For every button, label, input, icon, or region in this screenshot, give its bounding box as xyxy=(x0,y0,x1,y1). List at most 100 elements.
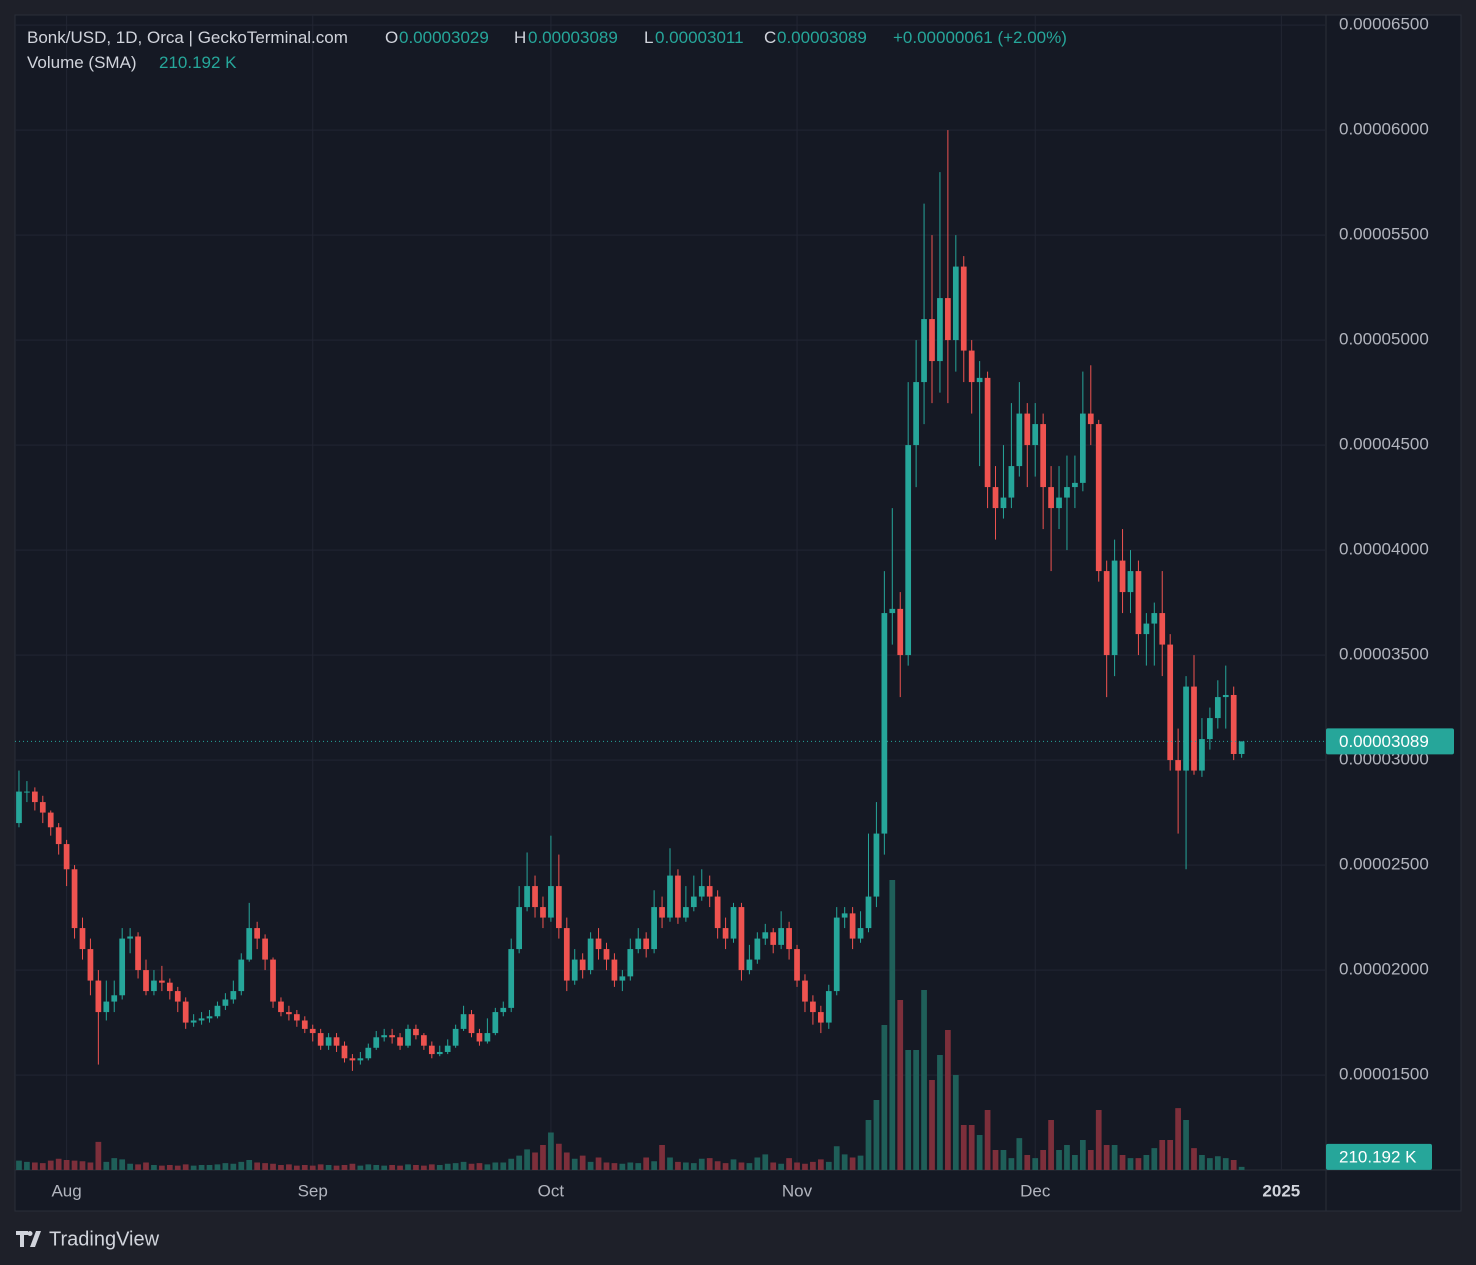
volume-bar xyxy=(79,1161,86,1170)
volume-bar xyxy=(540,1145,546,1170)
volume-bar xyxy=(135,1164,141,1170)
candle-body xyxy=(476,1033,483,1042)
volume-bar xyxy=(309,1165,316,1170)
candle-body xyxy=(659,907,665,918)
volume-bar xyxy=(698,1158,705,1170)
volume-bar xyxy=(952,1075,959,1170)
volume-bar xyxy=(47,1160,54,1170)
candle-body xyxy=(635,938,642,950)
volume-bar xyxy=(262,1163,268,1170)
candle-body xyxy=(913,382,919,446)
volume-bar xyxy=(1207,1158,1213,1170)
candle-body xyxy=(333,1037,340,1046)
y-tick-label: 0.00006000 xyxy=(1339,120,1429,139)
volume-sma: 210.192 K xyxy=(159,53,237,72)
volume-bar xyxy=(603,1162,610,1170)
candle-body xyxy=(1199,739,1205,771)
volume-bar xyxy=(365,1164,372,1170)
volume-bar xyxy=(293,1165,300,1170)
volume-bar xyxy=(119,1159,126,1170)
ohlc-value: 0.00003089 xyxy=(528,28,618,47)
candle-body xyxy=(516,907,523,950)
candle-body xyxy=(508,949,515,1008)
candle-body xyxy=(254,928,261,939)
volume-bar xyxy=(111,1158,118,1170)
volume-bar xyxy=(174,1165,181,1170)
volume-bar xyxy=(476,1163,483,1170)
candle-body xyxy=(492,1012,499,1034)
candle-body xyxy=(214,1005,221,1017)
volume-bar xyxy=(833,1146,840,1170)
volume-bar xyxy=(31,1162,38,1170)
candle-body xyxy=(945,298,951,341)
volume-bar xyxy=(960,1125,967,1170)
volume-bar xyxy=(87,1162,94,1170)
volume-bar xyxy=(1222,1158,1229,1170)
volume-bars xyxy=(16,880,1245,1170)
volume-bar xyxy=(103,1161,110,1170)
candle-body xyxy=(1103,571,1110,656)
volume-bar xyxy=(817,1159,824,1170)
candle-body xyxy=(786,928,792,950)
volume-bar xyxy=(1079,1140,1086,1170)
grid xyxy=(15,15,1325,1170)
volume-bar xyxy=(643,1157,650,1170)
volume-bar xyxy=(238,1161,245,1170)
volume-bar xyxy=(1032,1158,1039,1170)
volume-bar xyxy=(1016,1138,1023,1170)
volume-bar xyxy=(571,1158,578,1170)
candle-body xyxy=(381,1035,388,1038)
candle-body xyxy=(611,959,618,981)
candle-body xyxy=(135,936,141,971)
candle-body xyxy=(683,907,689,918)
volume-bar xyxy=(1167,1140,1174,1170)
candle-body xyxy=(1238,741,1245,754)
candle-body xyxy=(714,896,721,929)
volume-bar xyxy=(937,1055,943,1170)
candle-body xyxy=(159,980,165,983)
volume-bar xyxy=(1024,1155,1031,1170)
candle-body xyxy=(341,1045,348,1059)
volume-bar xyxy=(651,1161,657,1170)
volume-bar xyxy=(190,1165,197,1170)
candle-body xyxy=(540,907,546,918)
x-tick-label: 2025 xyxy=(1262,1181,1300,1200)
candle-body xyxy=(984,377,991,488)
chart-header: Bonk/USD, 1D, Orca | GeckoTerminal.com O… xyxy=(27,28,1067,47)
candle-body xyxy=(587,938,594,971)
volume-bar xyxy=(1103,1145,1110,1170)
volume-bar xyxy=(762,1154,769,1170)
volume-bar xyxy=(55,1158,62,1170)
ohlc-value: 0.00003089 xyxy=(777,28,867,47)
volume-bar xyxy=(214,1164,221,1170)
volume-bar xyxy=(39,1163,46,1170)
volume-bar xyxy=(357,1165,364,1170)
volume-bar xyxy=(428,1164,435,1170)
volume-bar xyxy=(397,1165,403,1170)
candle-body xyxy=(222,999,229,1006)
volume-bar xyxy=(143,1162,149,1170)
candle-body xyxy=(1048,487,1054,509)
volume-bar xyxy=(881,1025,888,1170)
y-tick-label: 0.00004500 xyxy=(1339,435,1429,454)
candle-body xyxy=(1079,413,1086,483)
candle-body xyxy=(1167,644,1174,761)
brand-name: TradingView xyxy=(49,1228,160,1250)
candle-body xyxy=(1064,487,1070,498)
volume-bar xyxy=(405,1164,411,1170)
candle-body xyxy=(690,896,697,908)
candle-body xyxy=(571,959,578,981)
volume-bar xyxy=(992,1150,999,1170)
volume-bar xyxy=(270,1163,276,1170)
volume-bar xyxy=(389,1165,395,1170)
candle-body xyxy=(452,1028,459,1046)
candle-body xyxy=(174,991,181,1002)
volume-bar xyxy=(1119,1155,1126,1170)
volume-bar xyxy=(1048,1120,1054,1170)
candle-body xyxy=(1119,560,1126,593)
x-tick-label: Dec xyxy=(1020,1181,1051,1200)
ohlc-value: 0.00003029 xyxy=(399,28,489,47)
candle-body xyxy=(47,812,54,828)
volume-bar xyxy=(492,1162,499,1170)
candle-body xyxy=(548,886,554,918)
